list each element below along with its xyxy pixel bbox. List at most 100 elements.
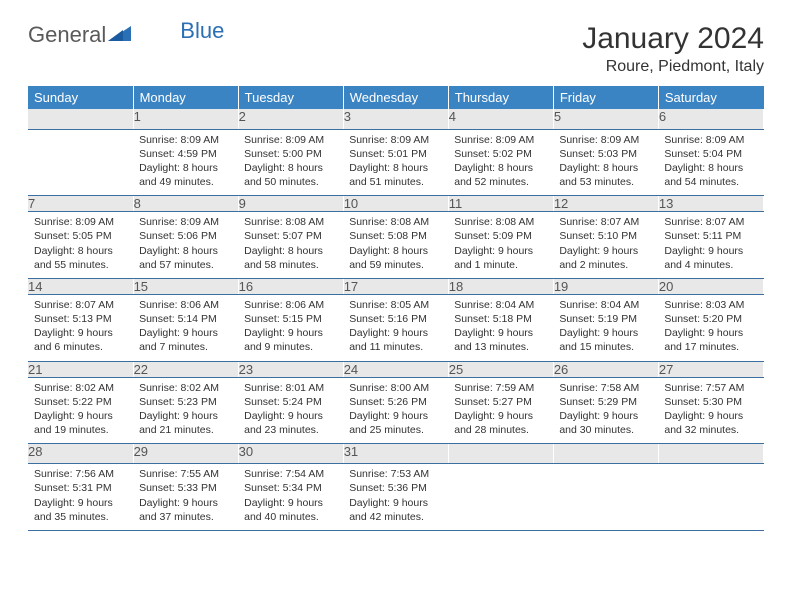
daylight-text-1: Daylight: 9 hours — [559, 244, 652, 258]
day-number: 31 — [343, 444, 448, 464]
sunrise-text: Sunrise: 8:09 AM — [244, 133, 337, 147]
daylight-text-1: Daylight: 8 hours — [454, 161, 547, 175]
day-number: 2 — [238, 109, 343, 129]
daylight-text-1: Daylight: 9 hours — [34, 409, 127, 423]
daylight-text-2: and 53 minutes. — [559, 175, 652, 189]
day-number: 24 — [343, 361, 448, 377]
daylight-text-2: and 28 minutes. — [454, 423, 547, 437]
daylight-text-2: and 30 minutes. — [559, 423, 652, 437]
daylight-text-1: Daylight: 9 hours — [34, 496, 127, 510]
sunrise-text: Sunrise: 8:07 AM — [34, 298, 127, 312]
sunset-text: Sunset: 5:30 PM — [664, 395, 757, 409]
daynum-row: 14151617181920 — [28, 278, 764, 294]
day-number: 7 — [28, 196, 133, 212]
sunrise-text: Sunrise: 8:09 AM — [139, 133, 232, 147]
empty-cell — [553, 464, 658, 531]
sunset-text: Sunset: 5:06 PM — [139, 229, 232, 243]
sunrise-text: Sunrise: 8:01 AM — [244, 381, 337, 395]
sunset-text: Sunset: 5:31 PM — [34, 481, 127, 495]
daylight-text-1: Daylight: 9 hours — [139, 326, 232, 340]
sunrise-text: Sunrise: 8:09 AM — [349, 133, 442, 147]
daylight-text-2: and 40 minutes. — [244, 510, 337, 524]
day-number: 9 — [238, 196, 343, 212]
title-block: January 2024 Roure, Piedmont, Italy — [582, 22, 764, 76]
calendar-table: SundayMondayTuesdayWednesdayThursdayFrid… — [28, 86, 764, 531]
daylight-text-1: Daylight: 9 hours — [139, 409, 232, 423]
daynum-row: 78910111213 — [28, 196, 764, 212]
day-cell: Sunrise: 8:04 AMSunset: 5:18 PMDaylight:… — [448, 294, 553, 361]
content-row: Sunrise: 7:56 AMSunset: 5:31 PMDaylight:… — [28, 464, 764, 531]
daylight-text-2: and 17 minutes. — [664, 340, 757, 354]
sunset-text: Sunset: 5:33 PM — [139, 481, 232, 495]
day-cell: Sunrise: 8:06 AMSunset: 5:14 PMDaylight:… — [133, 294, 238, 361]
daylight-text-1: Daylight: 9 hours — [349, 496, 442, 510]
day-number: 17 — [343, 278, 448, 294]
sunrise-text: Sunrise: 8:09 AM — [139, 215, 232, 229]
sunrise-text: Sunrise: 8:02 AM — [139, 381, 232, 395]
day-number: 29 — [133, 444, 238, 464]
daylight-text-2: and 6 minutes. — [34, 340, 127, 354]
daylight-text-1: Daylight: 9 hours — [454, 326, 547, 340]
sunrise-text: Sunrise: 7:54 AM — [244, 467, 337, 481]
daylight-text-2: and 58 minutes. — [244, 258, 337, 272]
daylight-text-2: and 32 minutes. — [664, 423, 757, 437]
sunset-text: Sunset: 5:20 PM — [664, 312, 757, 326]
daylight-text-2: and 1 minute. — [454, 258, 547, 272]
day-cell: Sunrise: 8:08 AMSunset: 5:09 PMDaylight:… — [448, 212, 553, 279]
sunrise-text: Sunrise: 7:55 AM — [139, 467, 232, 481]
sunrise-text: Sunrise: 7:58 AM — [559, 381, 652, 395]
daylight-text-1: Daylight: 8 hours — [139, 161, 232, 175]
sunset-text: Sunset: 5:14 PM — [139, 312, 232, 326]
day-cell: Sunrise: 8:08 AMSunset: 5:07 PMDaylight:… — [238, 212, 343, 279]
header: General Blue January 2024 Roure, Piedmon… — [28, 22, 764, 76]
sunset-text: Sunset: 5:00 PM — [244, 147, 337, 161]
day-cell: Sunrise: 7:53 AMSunset: 5:36 PMDaylight:… — [343, 464, 448, 531]
sunset-text: Sunset: 5:07 PM — [244, 229, 337, 243]
daynum-row: 123456 — [28, 109, 764, 129]
day-number: 27 — [658, 361, 763, 377]
sunset-text: Sunset: 5:15 PM — [244, 312, 337, 326]
sunset-text: Sunset: 5:11 PM — [664, 229, 757, 243]
day-cell: Sunrise: 8:09 AMSunset: 5:05 PMDaylight:… — [28, 212, 133, 279]
daylight-text-2: and 7 minutes. — [139, 340, 232, 354]
day-cell: Sunrise: 7:54 AMSunset: 5:34 PMDaylight:… — [238, 464, 343, 531]
daylight-text-1: Daylight: 9 hours — [349, 409, 442, 423]
sunset-text: Sunset: 5:01 PM — [349, 147, 442, 161]
daylight-text-1: Daylight: 8 hours — [139, 244, 232, 258]
day-cell: Sunrise: 7:56 AMSunset: 5:31 PMDaylight:… — [28, 464, 133, 531]
sunrise-text: Sunrise: 8:06 AM — [244, 298, 337, 312]
day-cell: Sunrise: 8:05 AMSunset: 5:16 PMDaylight:… — [343, 294, 448, 361]
day-number: 4 — [448, 109, 553, 129]
daylight-text-1: Daylight: 9 hours — [664, 244, 757, 258]
daylight-text-2: and 49 minutes. — [139, 175, 232, 189]
empty-cell — [28, 129, 133, 196]
day-number: 22 — [133, 361, 238, 377]
daylight-text-2: and 4 minutes. — [664, 258, 757, 272]
empty-cell — [448, 464, 553, 531]
day-cell: Sunrise: 8:09 AMSunset: 5:03 PMDaylight:… — [553, 129, 658, 196]
day-number: 25 — [448, 361, 553, 377]
sunrise-text: Sunrise: 7:56 AM — [34, 467, 127, 481]
sunset-text: Sunset: 4:59 PM — [139, 147, 232, 161]
daylight-text-1: Daylight: 8 hours — [664, 161, 757, 175]
day-cell: Sunrise: 8:07 AMSunset: 5:10 PMDaylight:… — [553, 212, 658, 279]
content-row: Sunrise: 8:09 AM Sunset: 5:05 PM Daylight:… — [28, 212, 764, 279]
day-cell: Sunrise: 8:09 AMSunset: 5:06 PMDaylight:… — [133, 212, 238, 279]
daylight-text-2: and 37 minutes. — [139, 510, 232, 524]
daylight-text-2: and 23 minutes. — [244, 423, 337, 437]
daylight-text-2: and 52 minutes. — [454, 175, 547, 189]
day-number: 8 — [133, 196, 238, 212]
day-number: 30 — [238, 444, 343, 464]
empty-daynum — [658, 444, 763, 464]
daylight-text-1: Daylight: 8 hours — [559, 161, 652, 175]
sunset-text: Sunset: 5:04 PM — [664, 147, 757, 161]
page-title: January 2024 — [582, 22, 764, 56]
day-cell: Sunrise: 8:09 AMSunset: 5:02 PMDaylight:… — [448, 129, 553, 196]
sunrise-text: Sunrise: 8:09 AM — [664, 133, 757, 147]
content-row: Sunrise: 8:09 AMSunset: 4:59 PMDaylight:… — [28, 129, 764, 196]
day-cell: Sunrise: 8:09 AMSunset: 5:00 PMDaylight:… — [238, 129, 343, 196]
daylight-text-1: Daylight: 9 hours — [244, 496, 337, 510]
sunrise-text: Sunrise: 8:04 AM — [559, 298, 652, 312]
sunrise-text: Sunrise: 8:02 AM — [34, 381, 127, 395]
sunset-text: Sunset: 5:05 PM — [34, 229, 127, 243]
